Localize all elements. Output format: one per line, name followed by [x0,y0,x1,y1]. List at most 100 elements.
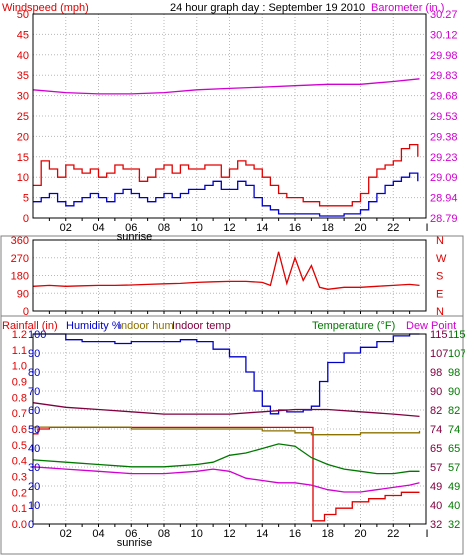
bottom-xtick-label: 02 [60,528,72,540]
barometer-ytick-label: 30.12 [430,29,458,41]
indoor-temp-line [32,402,420,418]
indoor-temp-ytick-label: 40 [430,500,442,512]
humidity-ytick-label: 10 [28,500,40,512]
rain-ytick-label: 0.0 [12,519,27,531]
barometer-ytick-label: 30.27 [430,9,458,21]
humidity-ytick-label: 100 [28,329,46,341]
wind-ytick-label: 35 [17,70,29,82]
barometer-ytick-label: 28.79 [430,213,458,225]
wind-xtick-label: 20 [354,222,366,234]
wind-ytick-label: 5 [23,193,29,205]
indoor-temp-ytick-label: 98 [430,367,442,379]
wind-ytick-label: 10 [17,172,29,184]
wind-speed-line [33,172,419,217]
humidity-ytick-label: 90 [28,348,40,360]
dir-compass-label: E [436,288,443,300]
wind-xtick-label: 14 [256,222,268,234]
dir-ytick-label: 90 [17,288,29,300]
wind-ytick-label: 15 [17,152,29,164]
indoor-temp-ytick-label: 49 [430,481,442,493]
temp-ytick-label: 107 [448,348,465,360]
wind-ytick-label: 25 [17,111,29,123]
bottom-xtick-label: 04 [92,528,104,540]
barometer-ytick-label: 28.94 [430,193,458,205]
barometer-ytick-label: 29.38 [430,131,458,143]
dir-ytick-label: 0 [23,306,29,318]
rain-ytick-label: 0.2 [12,487,27,499]
indoor-temp-label: Indoor temp [172,320,231,332]
humidity-ytick-label: 80 [28,367,40,379]
dir-ytick-label: 360 [11,235,29,247]
indoor-temp-ytick-label: 65 [430,443,442,455]
page-title: 24 hour graph day : September 19 2010 [170,2,366,14]
indoor-temp-ytick-label: 57 [430,462,442,474]
wind-ytick-label: 45 [17,29,29,41]
wind-sunrise-label: sunrise [117,231,152,243]
rain-ytick-label: 0.8 [12,392,27,404]
indoor-temp-ytick-label: 74 [430,424,442,436]
wind-xtick-label: 10 [191,222,203,234]
dew-point-label: Dew Point [406,320,457,332]
grid-layer [33,13,426,525]
label-layer: 02 04 06 08 10 12 14 16 18 20 22 sunrise I 02 04 06 08 10… [11,9,465,549]
barometer-ytick-label: 29.98 [430,50,458,62]
bottom-xtick-label: 20 [354,528,366,540]
dir-compass-label: N [436,306,444,318]
indoor-temp-ytick-label: 82 [430,405,442,417]
humidity-line [33,333,420,415]
bottom-plot-frame [32,333,427,525]
wind-ytick-label: 40 [17,50,29,62]
dir-compass-label: W [436,253,447,265]
series-layer [32,78,421,522]
temp-ytick-label: 98 [448,367,460,379]
temp-ytick-label: 40 [448,500,460,512]
barometer-ytick-label: 29.68 [430,91,458,103]
rain-ytick-label: 1.0 [12,361,27,373]
indoor-temp-ytick-label: 32 [430,519,442,531]
temp-ytick-label: 90 [448,386,460,398]
bottom-xtick-label: 16 [289,528,301,540]
rain-ytick-label: 1.2 [12,329,27,341]
humidity-ytick-label: 40 [28,443,40,455]
wind-xtick-label: 04 [92,222,104,234]
barometer-ytick-label: 29.53 [430,111,458,123]
rainfall-line [33,426,420,522]
rain-ytick-label: 0.6 [12,424,27,436]
temp-ytick-label: 57 [448,462,460,474]
humidity-ytick-label: 20 [28,481,40,493]
wind-end-marker: I [425,222,428,234]
bottom-end-marker: I [425,528,428,540]
rain-ytick-label: 0.5 [12,440,27,452]
dir-compass-label: N [436,235,444,247]
rain-ytick-label: 0.7 [12,408,27,420]
bottom-xtick-label: 14 [256,528,268,540]
humidity-ytick-label: 0 [28,519,34,531]
wind-ytick-label: 0 [23,213,29,225]
wind-ytick-label: 30 [17,91,29,103]
bottom-xtick-label: 06 [125,528,137,540]
wind-xtick-label: 06 [125,222,137,234]
humidity-label: Humidity % [66,320,122,332]
bottom-xtick-label: 18 [322,528,334,540]
humidity-ytick-label: 60 [28,405,40,417]
rain-ytick-label: 0.1 [12,503,27,515]
frame-layer [0,13,464,555]
rainfall-label: Rainfall (in) [2,320,58,332]
bottom-panel-border [0,315,464,555]
indoor-hum-line [33,426,421,436]
bottom-xtick-label: 10 [191,528,203,540]
rain-ytick-label: 0.9 [12,377,27,389]
wind-gust-line [33,143,419,207]
rain-ytick-label: 0.3 [12,472,27,484]
wind-direction-line [32,251,420,290]
humidity-ytick-label: 50 [28,424,40,436]
barometer-label: Barometer (in.) [371,2,445,14]
bottom-xtick-label: 08 [158,528,170,540]
barometer-ytick-label: 29.09 [430,172,458,184]
wind-ytick-label: 20 [17,131,29,143]
dew-point-line [32,466,420,493]
temperature-label: Temperature (°F) [312,320,396,332]
wind-xtick-label: 18 [322,222,334,234]
temp-ytick-label: 32 [448,519,460,531]
